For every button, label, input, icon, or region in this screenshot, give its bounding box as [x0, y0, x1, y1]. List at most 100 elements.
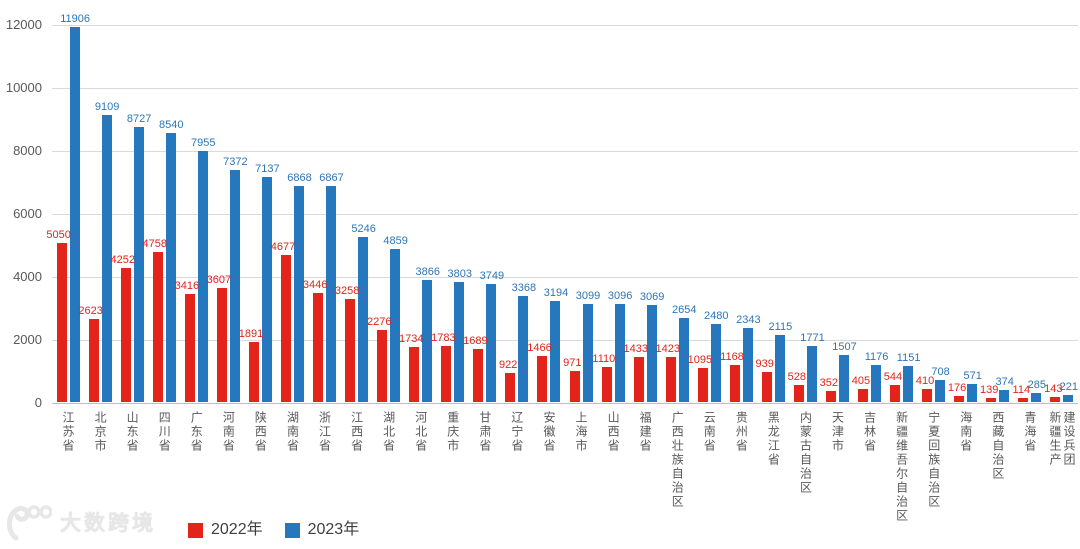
x-category-label: 西藏自治区 — [991, 411, 1005, 481]
x-category-label-text: 湖北省 — [381, 411, 396, 453]
value-label-2023年: 11906 — [60, 13, 91, 25]
x-category-label-text: 浙江省 — [317, 411, 332, 453]
bar-2022年 — [409, 347, 420, 402]
x-category-label: 吉林省 — [863, 411, 877, 453]
gridline — [52, 25, 1078, 26]
y-tick-label: 8000 — [13, 143, 42, 158]
x-category-label: 青海省 — [1023, 411, 1037, 453]
bar-2022年 — [184, 294, 195, 402]
y-axis-labels: 0 2000 4000 6000 8000 10000 12000 — [0, 17, 44, 410]
bar-2023年 — [261, 177, 272, 402]
value-label-2022年: 1734 — [399, 333, 424, 345]
x-category-label-text: 贵州省 — [734, 411, 749, 453]
bar-2023年 — [390, 249, 401, 402]
x-category-label: 天津市 — [831, 411, 845, 453]
value-label-2023年: 6868 — [287, 172, 312, 184]
value-label-2023年: 6867 — [319, 172, 344, 184]
value-label-2022年: 410 — [915, 375, 935, 387]
value-label-2023年: 1507 — [832, 341, 857, 353]
value-label-2022年: 528 — [787, 371, 806, 383]
value-label-2023年: 285 — [1027, 379, 1046, 391]
value-label-2023年: 1771 — [800, 332, 825, 344]
value-label-2022年: 139 — [979, 384, 999, 396]
value-label-2022年: 971 — [563, 357, 582, 369]
value-label-2022年: 114 — [1012, 384, 1031, 396]
x-category-label-text: 河北省 — [413, 411, 428, 453]
bar-2023年 — [582, 304, 593, 402]
value-label-2023年: 2343 — [736, 314, 761, 326]
x-category-label: 新疆生产 建设兵团 — [1048, 411, 1076, 467]
value-label-2022年: 1423 — [655, 343, 681, 355]
x-category-label: 陕西省 — [253, 411, 267, 453]
x-category-label: 重庆市 — [446, 411, 460, 453]
bar-2023年 — [935, 380, 946, 402]
bar-2022年 — [280, 255, 291, 402]
x-category-label: 云南省 — [702, 411, 716, 453]
bar-2022年 — [793, 385, 804, 402]
bar-2022年 — [152, 252, 163, 402]
value-label-2022年: 176 — [947, 382, 967, 394]
value-label-2022年: 3446 — [302, 279, 328, 291]
bar-2022年 — [1018, 398, 1029, 402]
bar-2022年 — [1050, 397, 1061, 402]
value-label-2023年: 7372 — [223, 156, 248, 168]
bar-2023年 — [710, 324, 721, 402]
x-category-label: 江西省 — [350, 411, 364, 453]
x-category-label-text: 青海省 — [1022, 411, 1037, 453]
x-category-label: 北京市 — [93, 411, 107, 453]
value-label-2023年: 3099 — [575, 290, 601, 302]
x-category-label-text: 海南省 — [958, 411, 973, 453]
bar-2023年 — [967, 384, 978, 402]
x-category-label-text: 内蒙古自治区 — [798, 411, 813, 495]
bar-2023年 — [806, 346, 817, 402]
value-label-2023年: 3069 — [639, 291, 665, 303]
x-category-label: 湖北省 — [382, 411, 396, 453]
x-category-label: 宁夏回族自治区 — [927, 411, 941, 509]
x-category-label: 山东省 — [125, 411, 139, 453]
value-label-2023年: 3866 — [415, 266, 440, 278]
x-category-label-text: 宁夏回族自治区 — [926, 411, 941, 509]
bar-2022年 — [505, 373, 516, 402]
value-label-2022年: 939 — [755, 358, 774, 370]
bar-2022年 — [633, 357, 644, 402]
bar-2023年 — [678, 318, 689, 402]
y-tick-label: 12000 — [5, 17, 42, 32]
bar-2022年 — [858, 389, 869, 402]
bar-2022年 — [665, 357, 676, 402]
bar-2022年 — [697, 368, 708, 402]
x-category-label-text: 甘肃省 — [477, 411, 492, 453]
y-tick-label: 2000 — [13, 332, 42, 347]
plot-area: 5050 11906 2623 9109 4252 8727 4758 8540 3416 795… — [46, 13, 1078, 404]
legend-item-2023: 2023年 — [284, 521, 359, 539]
bar-2022年 — [569, 371, 580, 402]
bar-2023年 — [550, 301, 561, 402]
x-category-label-text: 天津市 — [830, 411, 845, 453]
value-label-2023年: 2115 — [768, 321, 793, 333]
gridline — [52, 403, 1078, 404]
gridline — [52, 214, 1078, 215]
bar-2023年 — [197, 151, 208, 402]
bar-2023年 — [1063, 395, 1074, 402]
x-category-label: 河北省 — [414, 411, 428, 453]
bar-2023年 — [742, 328, 753, 402]
x-category-label-text: 四川省 — [157, 411, 172, 453]
x-category-label: 新疆维吾尔自治区 — [895, 411, 909, 523]
x-category-label-text: 陕西省 — [253, 411, 268, 453]
bar-2023年 — [518, 296, 529, 402]
value-label-2022年: 405 — [851, 375, 871, 387]
bar-2023年 — [326, 186, 337, 402]
x-category-label: 甘肃省 — [478, 411, 492, 453]
value-label-2022年: 1466 — [527, 342, 552, 354]
value-label-2023年: 3368 — [511, 282, 537, 294]
x-category-label-text: 山西省 — [606, 411, 621, 453]
bar-2023年 — [646, 305, 657, 402]
value-label-2023年: 2480 — [704, 310, 729, 322]
bar-2022年 — [826, 391, 837, 402]
x-category-label: 广西壮族自治区 — [670, 411, 684, 509]
bar-2022年 — [761, 372, 772, 402]
value-label-2022年: 4252 — [110, 254, 135, 266]
value-label-2023年: 708 — [931, 366, 950, 378]
value-label-2022年: 3258 — [334, 285, 360, 297]
value-label-2022年: 1168 — [720, 351, 744, 363]
